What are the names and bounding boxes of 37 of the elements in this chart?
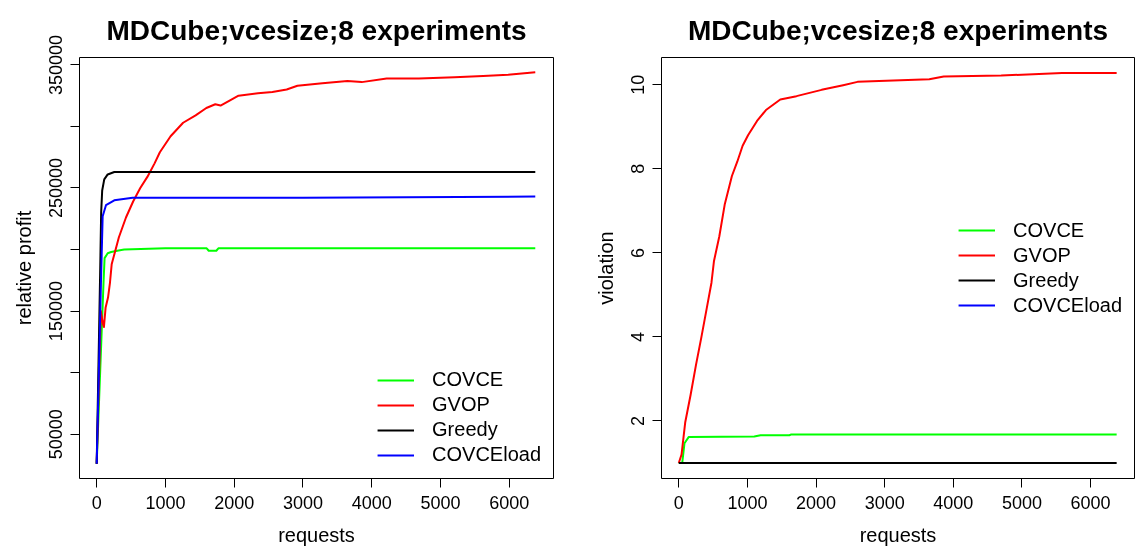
- legend-label: GVOP: [432, 393, 490, 416]
- x-tick-label: 5000: [1001, 492, 1042, 513]
- x-tick-label: 1000: [727, 492, 768, 513]
- legend-label: GVOP: [1013, 243, 1071, 267]
- x-tick-label: 4000: [351, 492, 392, 513]
- x-axis-title: requests: [278, 523, 355, 546]
- x-tick-label: 2000: [214, 492, 255, 513]
- chart-title: MDCube;vcesize;8 experiments: [687, 14, 1109, 46]
- x-tick-label: 3000: [282, 492, 323, 513]
- legend-label: COVCE: [432, 368, 504, 391]
- x-tick-label: 3000: [864, 492, 905, 513]
- x-tick-label: 6000: [1070, 492, 1111, 513]
- legend-label: COVCEload: [432, 443, 541, 466]
- y-axis-title: relative profit: [12, 210, 35, 326]
- y-tick-label: 2: [628, 415, 649, 426]
- x-tick-label: 1000: [145, 492, 186, 513]
- x-tick-label: 2000: [796, 492, 837, 513]
- y-tick-label: 8: [628, 163, 649, 174]
- y-tick-label: 6: [628, 247, 649, 258]
- legend-label: Greedy: [432, 418, 498, 441]
- y-tick-label: 150000: [46, 281, 67, 342]
- x-tick-label: 5000: [420, 492, 461, 513]
- legend-label: COVCEload: [1013, 293, 1122, 317]
- x-tick-label: 0: [673, 492, 684, 513]
- x-tick-label: 4000: [933, 492, 974, 513]
- chart-title: MDCube;vcesize;8 experiments: [106, 14, 527, 46]
- legend-label: Greedy: [1013, 268, 1079, 292]
- y-tick-label: 4: [628, 331, 649, 342]
- legend-label: COVCE: [1013, 218, 1085, 242]
- x-tick-label: 6000: [489, 492, 530, 513]
- y-axis-title: violation: [594, 231, 617, 305]
- y-tick-label: 350000: [46, 34, 67, 95]
- y-tick-label: 10: [628, 74, 649, 95]
- y-tick-label: 50000: [46, 409, 67, 460]
- x-tick-label: 0: [91, 492, 102, 513]
- y-tick-label: 250000: [46, 157, 67, 219]
- x-axis-title: requests: [859, 523, 937, 546]
